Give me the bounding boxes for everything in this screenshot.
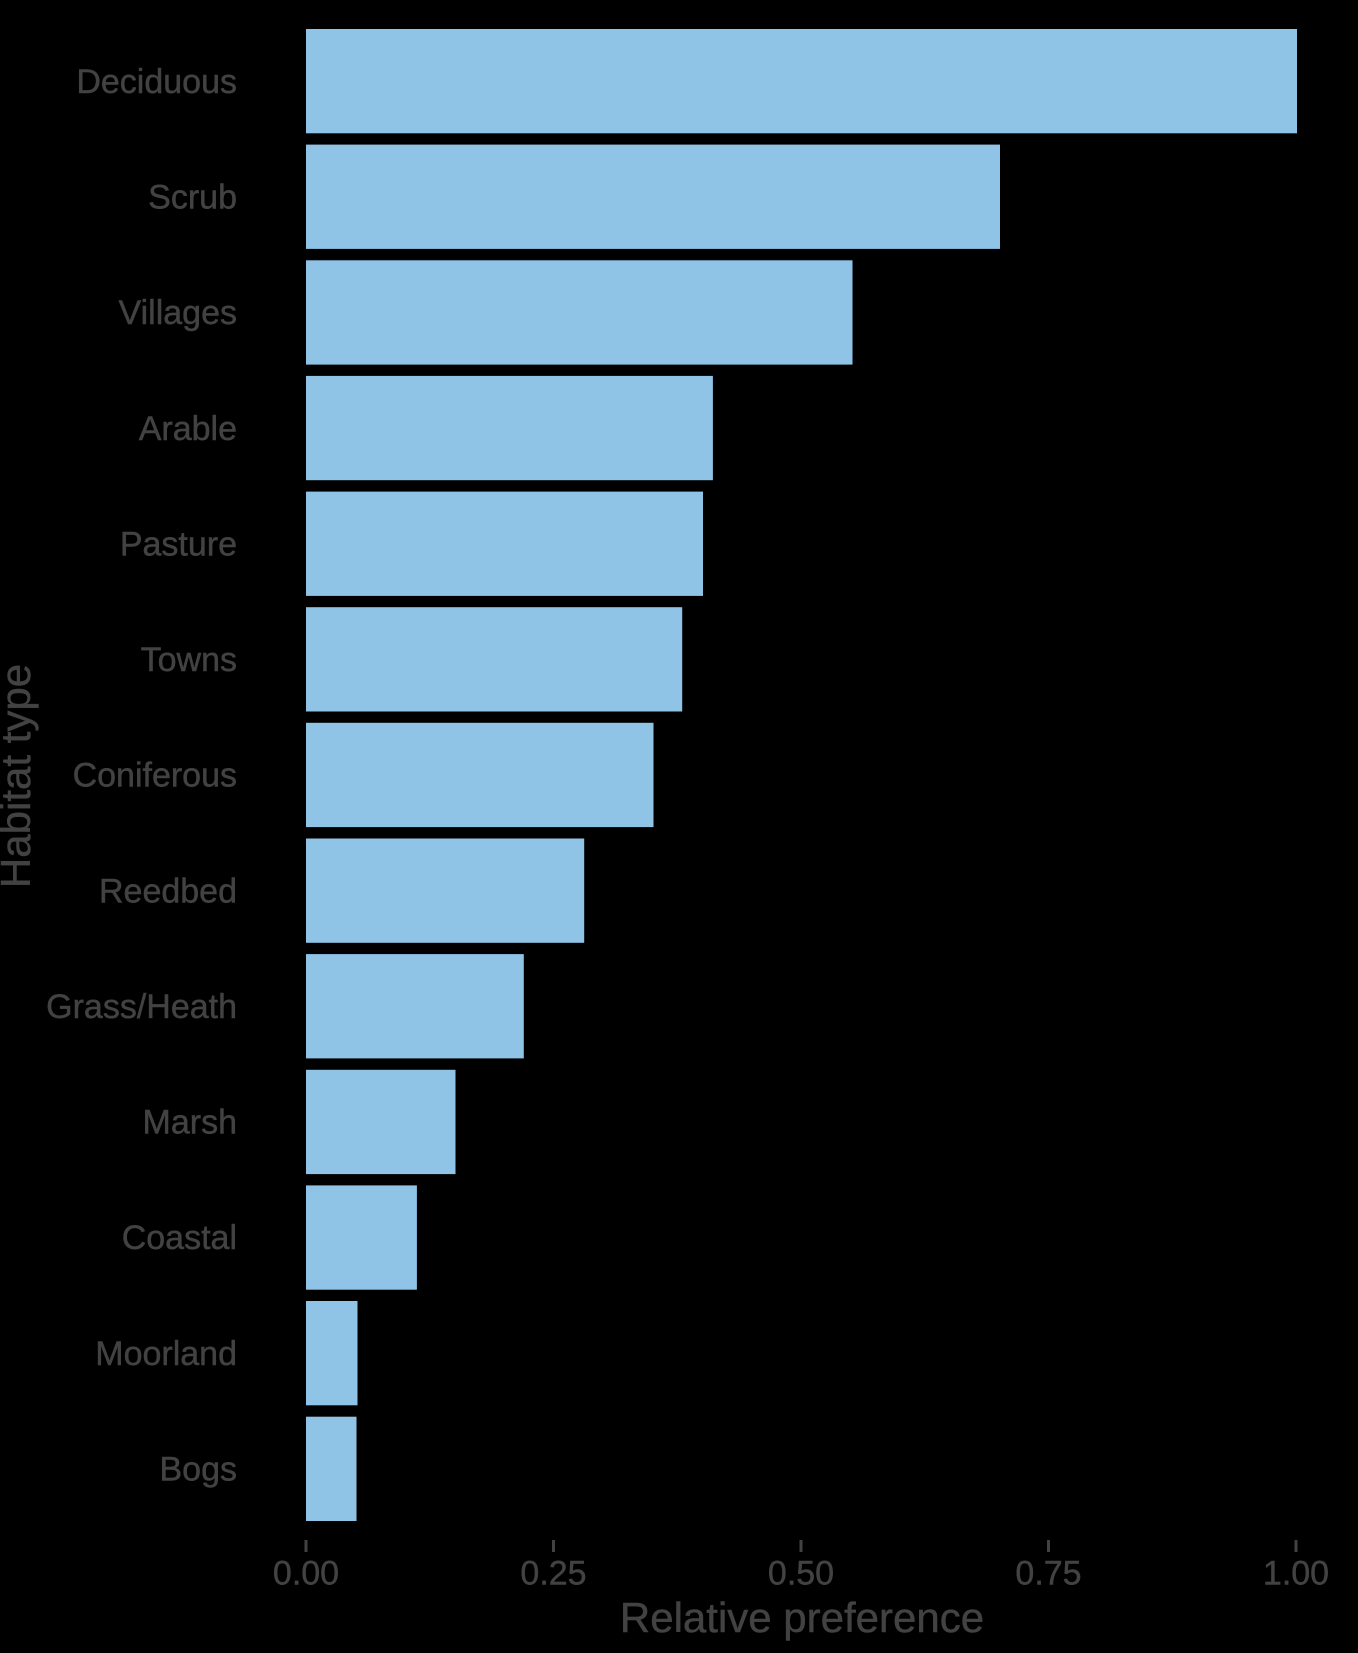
svg-text:Towns: Towns xyxy=(141,641,237,679)
svg-text:Habitat type: Habitat type xyxy=(0,664,39,888)
svg-text:0.00: 0.00 xyxy=(273,1554,339,1592)
svg-text:Grass/Heath: Grass/Heath xyxy=(46,988,237,1026)
svg-text:0.25: 0.25 xyxy=(520,1554,586,1592)
svg-text:0.50: 0.50 xyxy=(768,1554,834,1592)
svg-text:Deciduous: Deciduous xyxy=(76,63,237,101)
svg-text:Bogs: Bogs xyxy=(160,1451,238,1489)
svg-text:Relative preference: Relative preference xyxy=(620,1594,984,1641)
svg-text:Pasture: Pasture xyxy=(120,525,237,563)
svg-text:1.00: 1.00 xyxy=(1263,1554,1329,1592)
svg-text:Coastal: Coastal xyxy=(122,1219,237,1257)
svg-text:0.75: 0.75 xyxy=(1015,1554,1081,1592)
svg-text:Reedbed: Reedbed xyxy=(99,872,237,910)
svg-text:Coniferous: Coniferous xyxy=(73,757,237,795)
svg-text:Arable: Arable xyxy=(139,410,237,448)
svg-text:Moorland: Moorland xyxy=(95,1335,237,1373)
svg-text:Marsh: Marsh xyxy=(143,1104,237,1142)
svg-text:Scrub: Scrub xyxy=(148,179,237,217)
svg-text:Villages: Villages xyxy=(119,294,237,332)
